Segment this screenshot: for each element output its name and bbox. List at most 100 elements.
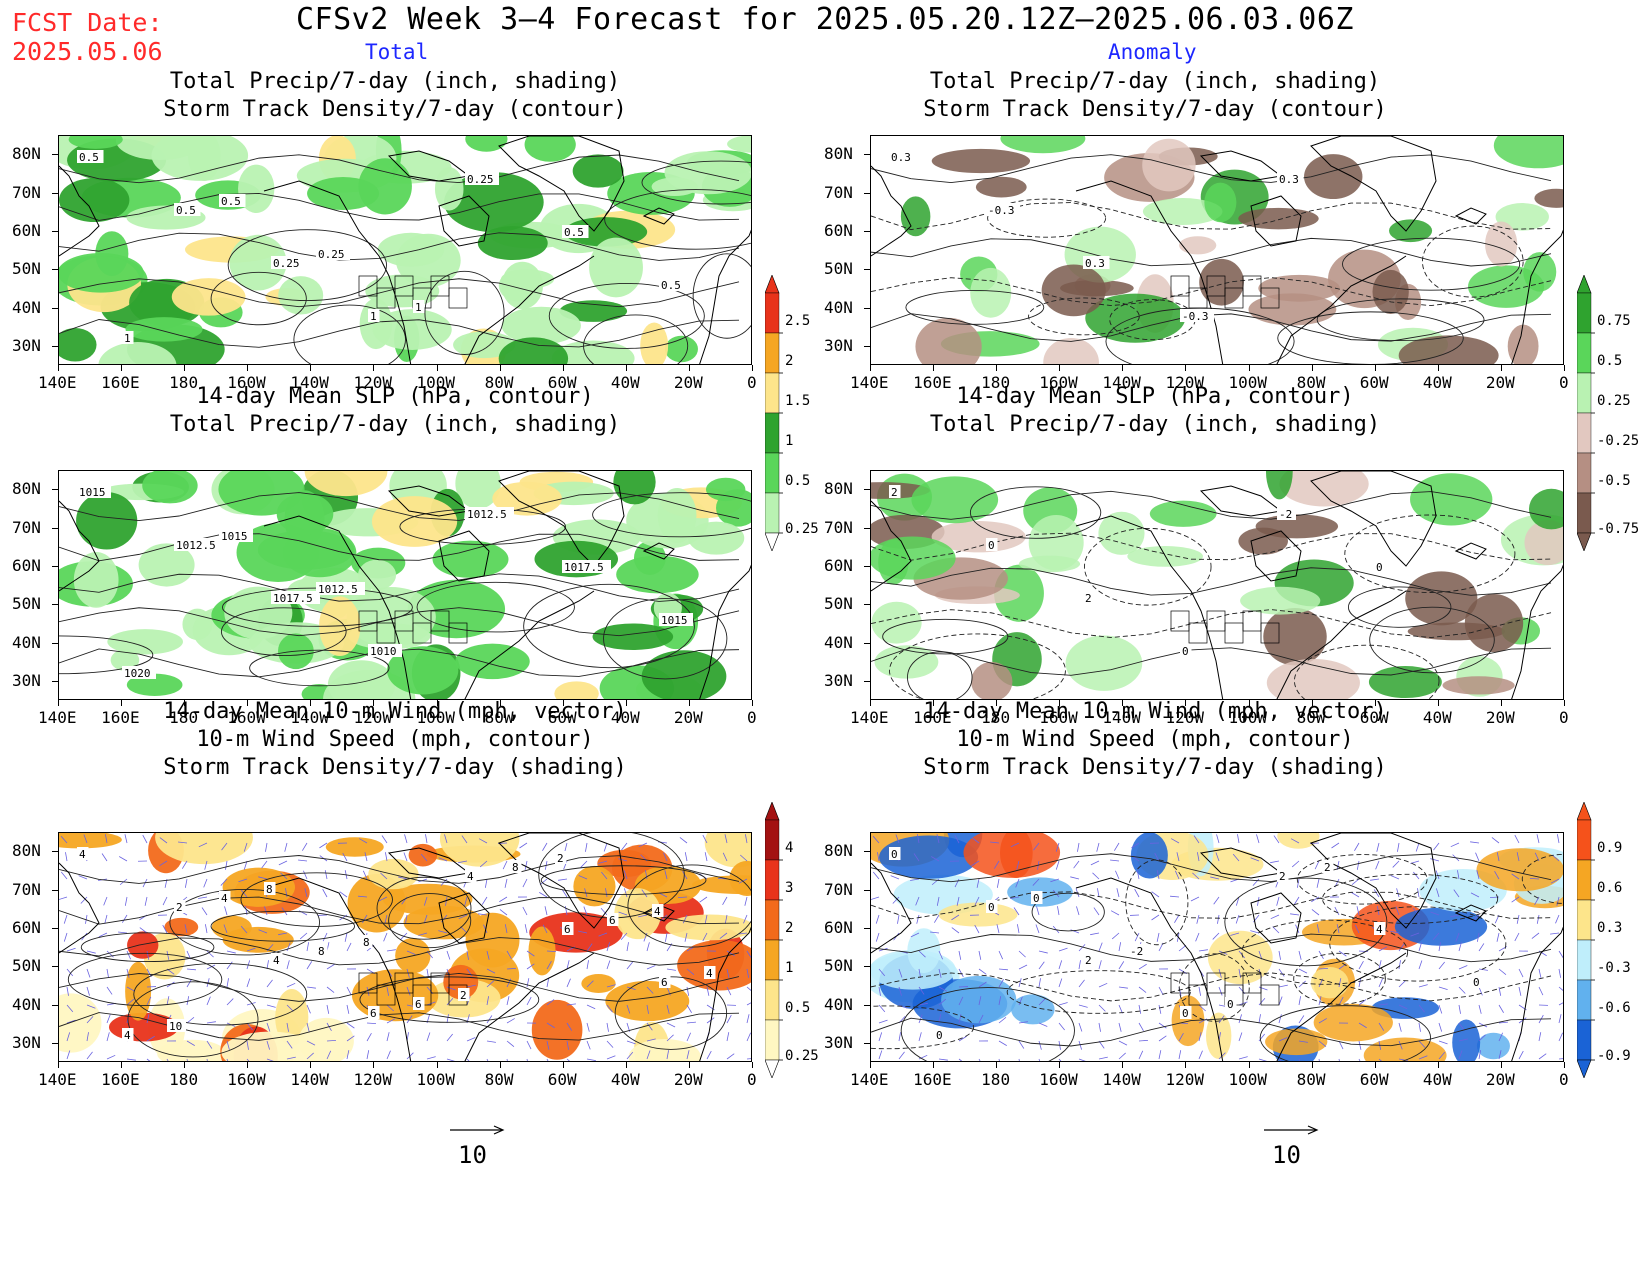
contour-line (169, 888, 321, 956)
contour-label: 4 (706, 967, 713, 980)
wind-vector (606, 960, 611, 970)
wind-vector (878, 986, 881, 996)
contour-label-bg (316, 944, 328, 957)
vector-reference-label: 10 (458, 1141, 487, 1169)
wind-vector (916, 914, 920, 924)
wind-vector (1413, 871, 1420, 880)
contour-label: 8 (318, 945, 325, 958)
wind-vector (258, 876, 268, 880)
wind-vector (918, 1002, 928, 1006)
wind-vector (458, 860, 468, 864)
wind-vector (139, 927, 148, 934)
wind-vector (646, 1038, 656, 1042)
wind-vector (1458, 1004, 1461, 1014)
wind-vector (1218, 986, 1223, 996)
wind-vector (464, 896, 468, 906)
coastline (1276, 952, 1407, 1061)
wind-vector (726, 950, 735, 957)
lon-tick-label: 100W (1228, 1070, 1268, 1089)
lon-tick-mark (625, 365, 627, 371)
lon-tick-mark (1122, 700, 1124, 706)
lat-tick-mark (52, 269, 58, 271)
wind-vector (626, 1004, 631, 1014)
contour-label: 0 (1182, 1007, 1189, 1020)
wind-vector (1398, 1004, 1408, 1010)
contour-line (59, 972, 740, 1002)
lat-tick-label: 30N (824, 335, 853, 355)
contour-line (871, 237, 1552, 267)
wind-vector (1478, 986, 1483, 996)
contour-label-bg (458, 988, 470, 1001)
lon-tick-label: 140E (38, 373, 77, 392)
contour-line (249, 649, 390, 687)
wind-vector (406, 1015, 413, 1024)
wind-vector (444, 834, 448, 844)
wind-vector (1318, 996, 1322, 1006)
wind-vector (1078, 1040, 1082, 1050)
wind-vector (1458, 986, 1466, 994)
lon-tick-label: 180 (981, 373, 1011, 392)
wind-vector (380, 872, 388, 880)
wind-vector (1410, 932, 1420, 937)
shading-cell (276, 493, 334, 535)
lon-tick-mark (58, 365, 59, 371)
wind-vector (1018, 996, 1023, 1006)
reference-arrow-icon (1264, 1125, 1319, 1135)
wind-vector (898, 1032, 901, 1042)
wind-vector (184, 924, 188, 934)
state-boundary (1224, 287, 1244, 309)
shading-cell (1398, 335, 1499, 364)
lon-tick-mark (1185, 700, 1187, 706)
map-slp-total: 1015 1012.5 1017.5 1010 1012.5 1017.5 1015 1020… (58, 470, 752, 700)
wind-vector (958, 968, 964, 978)
lon-tick-mark (1185, 1062, 1187, 1068)
contour-label-bg (562, 922, 574, 935)
lon-tick-label: 40W (610, 708, 640, 727)
wind-vector (502, 860, 508, 870)
lon-tick-mark (310, 700, 312, 706)
wind-vector (126, 968, 130, 978)
wind-vector (206, 950, 214, 958)
contour-label: 2 (891, 486, 898, 499)
contour-label: 6 (609, 914, 616, 927)
wind-vector (1430, 858, 1440, 862)
wind-vector (66, 947, 76, 952)
wind-vector (1318, 1058, 1320, 1061)
wind-vector (1556, 896, 1560, 906)
wind-vector (583, 906, 588, 916)
colorbar-swatch (764, 492, 780, 534)
wind-vector (646, 1004, 649, 1014)
shading-cell (592, 623, 674, 650)
shading-cell (705, 477, 746, 502)
wind-vector (1113, 842, 1120, 851)
wind-vector (1516, 914, 1520, 924)
lat-tick-label: 50N (824, 956, 853, 976)
lon-tick-label: 140W (1102, 373, 1141, 392)
wind-vector (621, 842, 628, 851)
wind-vector (1298, 1015, 1305, 1024)
wind-vector (704, 914, 708, 924)
colorbar-swatch (764, 899, 780, 941)
lon-tick-label: 160E (101, 373, 140, 392)
wind-vector (1256, 834, 1260, 844)
wind-vector (1055, 860, 1060, 870)
wind-vector (1412, 908, 1420, 916)
contour-line (871, 933, 1552, 963)
coastline-layer (59, 833, 751, 1061)
wind-vector (486, 1040, 496, 1043)
wind-vector (1195, 932, 1200, 942)
state-boundary (1224, 622, 1244, 644)
wind-vector (1538, 1053, 1547, 1060)
wind-vector (506, 1040, 515, 1047)
contour-line (359, 976, 540, 1023)
wind-vector (958, 950, 962, 960)
contour-line (59, 937, 740, 966)
wind-vector (646, 965, 656, 970)
contour-line (133, 962, 308, 1026)
shading-cell (386, 646, 459, 695)
wind-vector (1110, 859, 1120, 862)
wind-vector (586, 960, 589, 970)
shading-cell (1238, 527, 1288, 555)
wind-vector (958, 1014, 962, 1024)
lat-tick-mark (864, 642, 870, 644)
